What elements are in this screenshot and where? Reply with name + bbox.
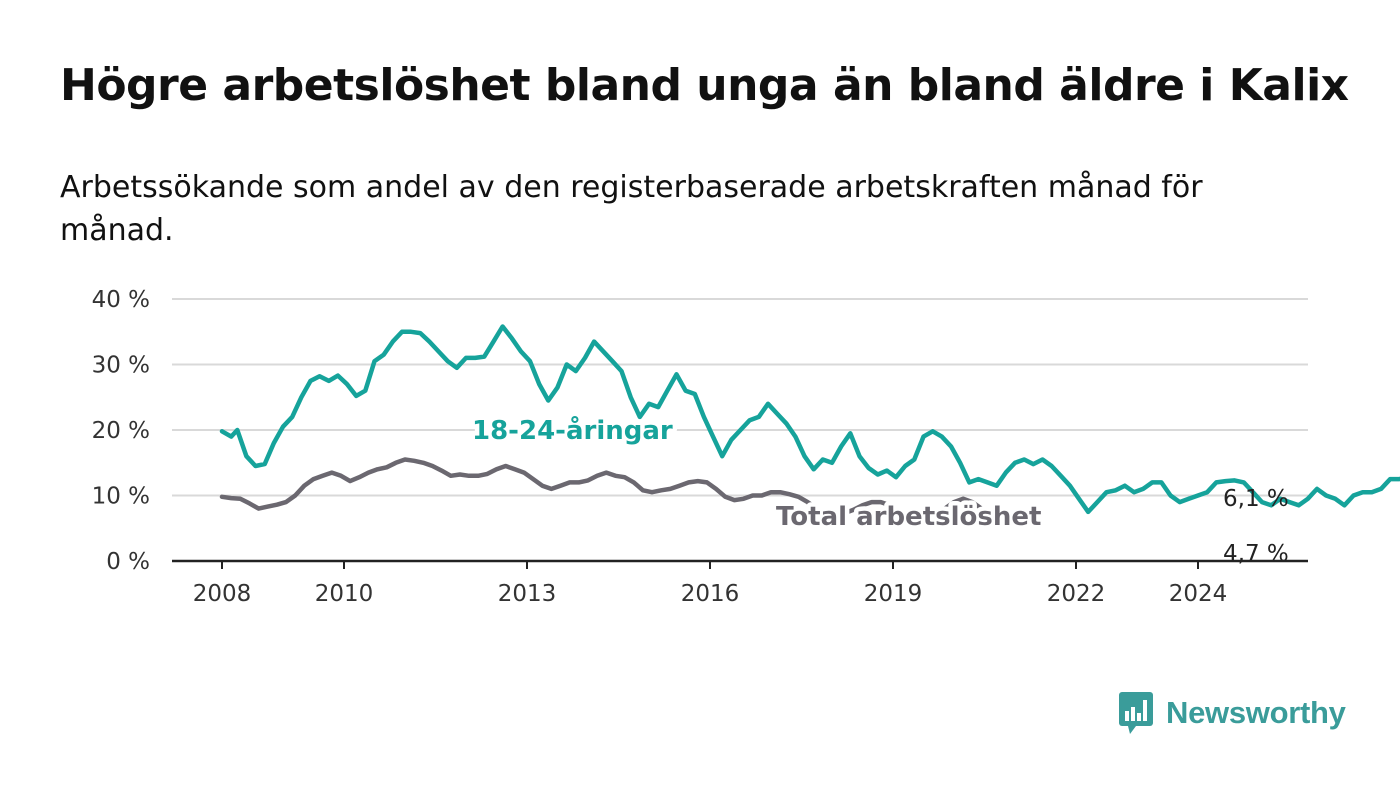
x-tick-label: 2010 (315, 581, 374, 607)
newsworthy-logo[interactable]: Newsworthy (1118, 690, 1346, 736)
series-line-total (219, 457, 1039, 521)
end-label-total: 4,7 % (1223, 541, 1289, 567)
series-label-total: Total arbetslöshet (776, 502, 1041, 532)
brand-name: Newsworthy (1166, 695, 1346, 730)
x-tick-label: 2024 (1169, 581, 1228, 607)
series-label-youth: 18-24-åringar (472, 414, 673, 446)
line-layer (219, 324, 1400, 521)
grid-layer (172, 298, 1308, 569)
label-layer: 0 % 10 % 20 % 30 % 40 % 2008 2010 2013 2016 2019 2… (92, 287, 1289, 607)
x-tick-label: 2022 (1047, 581, 1106, 607)
chart-subtitle: Arbetssökande som andel av den registerb… (60, 170, 1203, 248)
series-label-youth-halo: 18-24-åringar (472, 414, 673, 446)
line-chart: 0 % 10 % 20 % 30 % 40 % 2008 2010 2013 2016 2019 2… (92, 287, 1400, 607)
x-tick-label: 2008 (193, 581, 252, 607)
y-tick-label: 30 % (92, 353, 150, 379)
newsworthy-bar-chart-icon (1119, 692, 1153, 734)
x-tick-label: 2019 (864, 581, 923, 607)
end-label-youth: 6,1 % (1223, 486, 1289, 512)
y-tick-label: 20 % (92, 418, 150, 444)
series-label-total-halo: Total arbetslöshet (776, 502, 1041, 532)
chart-title: Högre arbetslöshet bland unga än bland ä… (60, 60, 1349, 111)
y-tick-label: 40 % (92, 287, 150, 313)
y-tick-label: 10 % (92, 484, 150, 510)
x-tick-label: 2016 (681, 581, 740, 607)
series-line-youth (219, 324, 1400, 515)
y-tick-label: 0 % (106, 549, 150, 575)
x-tick-label: 2013 (498, 581, 557, 607)
